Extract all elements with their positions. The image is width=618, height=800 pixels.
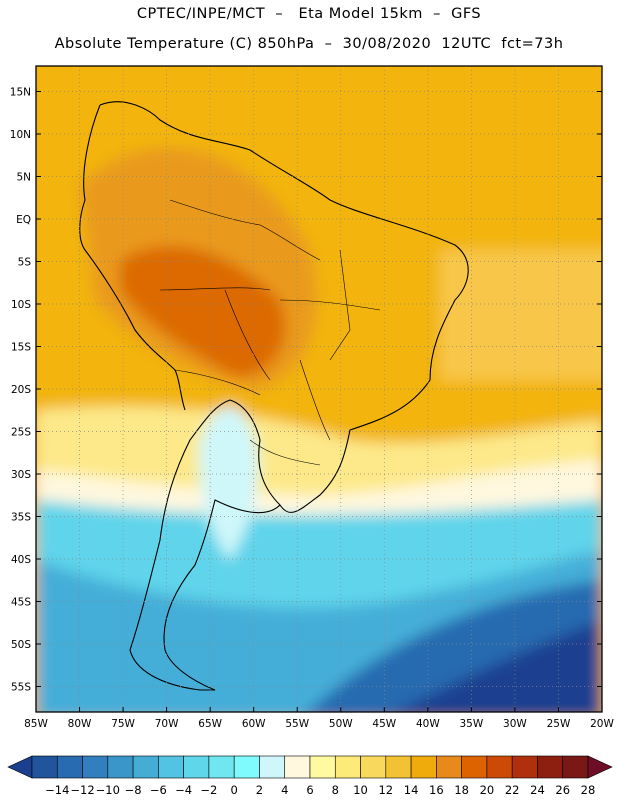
colorbar-label: −10 [96,783,120,797]
colorbar-swatch [537,755,564,779]
colorbar-swatch [208,755,235,779]
colorbar-label: 20 [480,783,495,797]
colorbar-label: 6 [306,783,313,797]
colorbar-swatch [309,755,336,779]
lat-label: 15S [11,342,31,354]
lon-label: 85W [24,718,48,730]
colorbar-label: 24 [530,783,545,797]
lat-label: 10N [10,129,31,141]
colorbar-swatch [284,755,311,779]
colorbar-label: 28 [581,783,596,797]
country-borders [159,199,381,466]
lat-label: 5S [18,257,32,269]
colorbar-swatch [486,755,513,779]
colorbar-label: 14 [404,783,419,797]
colorbar-swatch [158,755,184,779]
lat-label: 35S [11,512,31,524]
lon-label: 55W [285,718,309,730]
colorbar-label: 10 [353,783,368,797]
title-line-2: Absolute Temperature (C) 850hPa – 30/08/… [54,36,564,52]
lat-label: 5N [16,172,31,184]
colorbar-label: 18 [454,783,469,797]
lat-label: 45S [11,597,31,609]
lon-label: 35W [460,718,484,730]
colorbar-swatch [259,755,286,779]
colorbar-arrow-right [587,755,613,779]
colorbar-label: 8 [332,783,339,797]
colorbar-swatch [511,755,538,779]
colorbar-swatch [233,755,260,779]
colorbar-label: 16 [429,783,444,797]
colorbar-label: 0 [231,783,238,797]
colorbar-label: 4 [281,783,288,797]
colorbar-swatch [334,755,361,779]
colorbar-swatch [31,755,58,779]
colorbar-label: −12 [70,783,94,797]
colorbar-label: −4 [175,783,192,797]
colorbar-label: 22 [505,783,520,797]
lon-label: 50W [329,718,353,730]
colorbar-label: 2 [256,783,263,797]
colorbar-swatch [461,755,488,779]
colorbar-label: −2 [200,783,217,797]
colorbar-swatch [385,755,412,779]
lon-label: 65W [198,718,222,730]
latitude-labels: 15N 10N 5N EQ 5S 10S 15S 20S 25S 30S 35S 40S 45S 50S 5… [10,87,602,694]
lon-label: 60W [242,718,266,730]
lon-label: 30W [503,718,527,730]
colorbar-swatch [132,755,159,779]
lat-label: 10S [11,299,31,311]
colorbar-swatch [183,755,210,779]
colorbar-swatch [107,755,134,779]
lat-label: 20S [11,384,31,396]
lon-label: 80W [68,718,92,730]
colorbar-label: 12 [378,783,393,797]
lat-label: EQ [16,214,31,226]
lat-label: 55S [11,682,31,694]
title-line-1: CPTEC/INPE/MCT – Eta Model 15km – GFS [136,6,482,22]
lat-label: 15N [10,87,31,99]
lon-label: 75W [111,718,135,730]
longitude-labels: 85W 80W 75W 70W 65W 60W 55W 50W 45W 40W 35W 30W 25W 2… [24,707,614,730]
colorbar-swatch [56,755,83,779]
colorbar-label: −6 [150,783,167,797]
lat-label: 50S [11,639,31,651]
lon-label: 70W [155,718,179,730]
lat-label: 30S [11,469,31,481]
colorbar-label: −14 [45,783,69,797]
colorbar-swatch [410,755,437,779]
lon-label: 45W [372,718,396,730]
lat-label: 25S [11,427,31,439]
colorbar-label: 26 [555,783,570,797]
temperature-field [36,66,602,712]
colorbar-swatch [562,755,589,779]
colorbar-label: −8 [125,783,142,797]
lon-label: 40W [416,718,440,730]
colorbar-swatch [436,755,462,779]
lon-label: 25W [547,718,571,730]
colorbar-swatch [360,755,387,779]
colorbar-arrow-left [7,755,33,779]
colorbar-swatch [82,755,109,779]
lat-label: 40S [11,554,31,566]
lon-label: 20W [590,718,614,730]
